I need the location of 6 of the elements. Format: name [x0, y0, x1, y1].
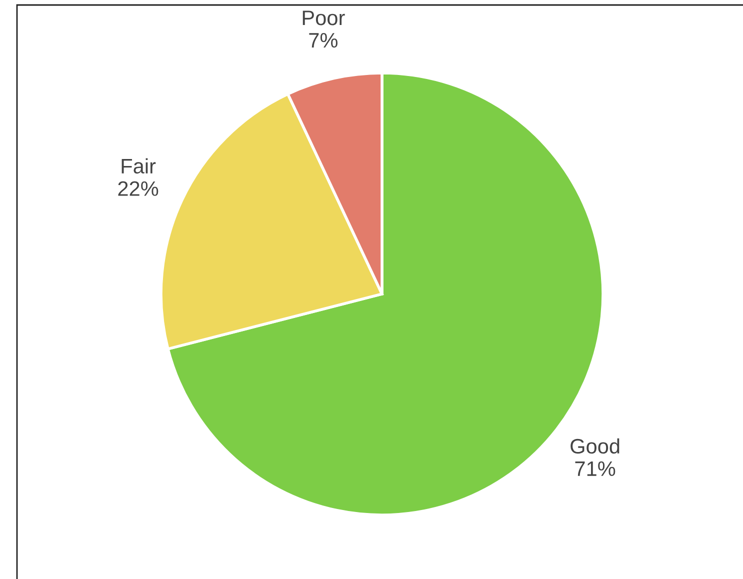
- slice-label: Poor: [302, 10, 345, 26]
- data-label: 22%: [118, 181, 158, 196]
- slice-label: Fair: [122, 158, 156, 174]
- data-label: 7%: [309, 33, 338, 48]
- data-label: 71%: [575, 461, 616, 476]
- slice-label: Good: [570, 438, 620, 454]
